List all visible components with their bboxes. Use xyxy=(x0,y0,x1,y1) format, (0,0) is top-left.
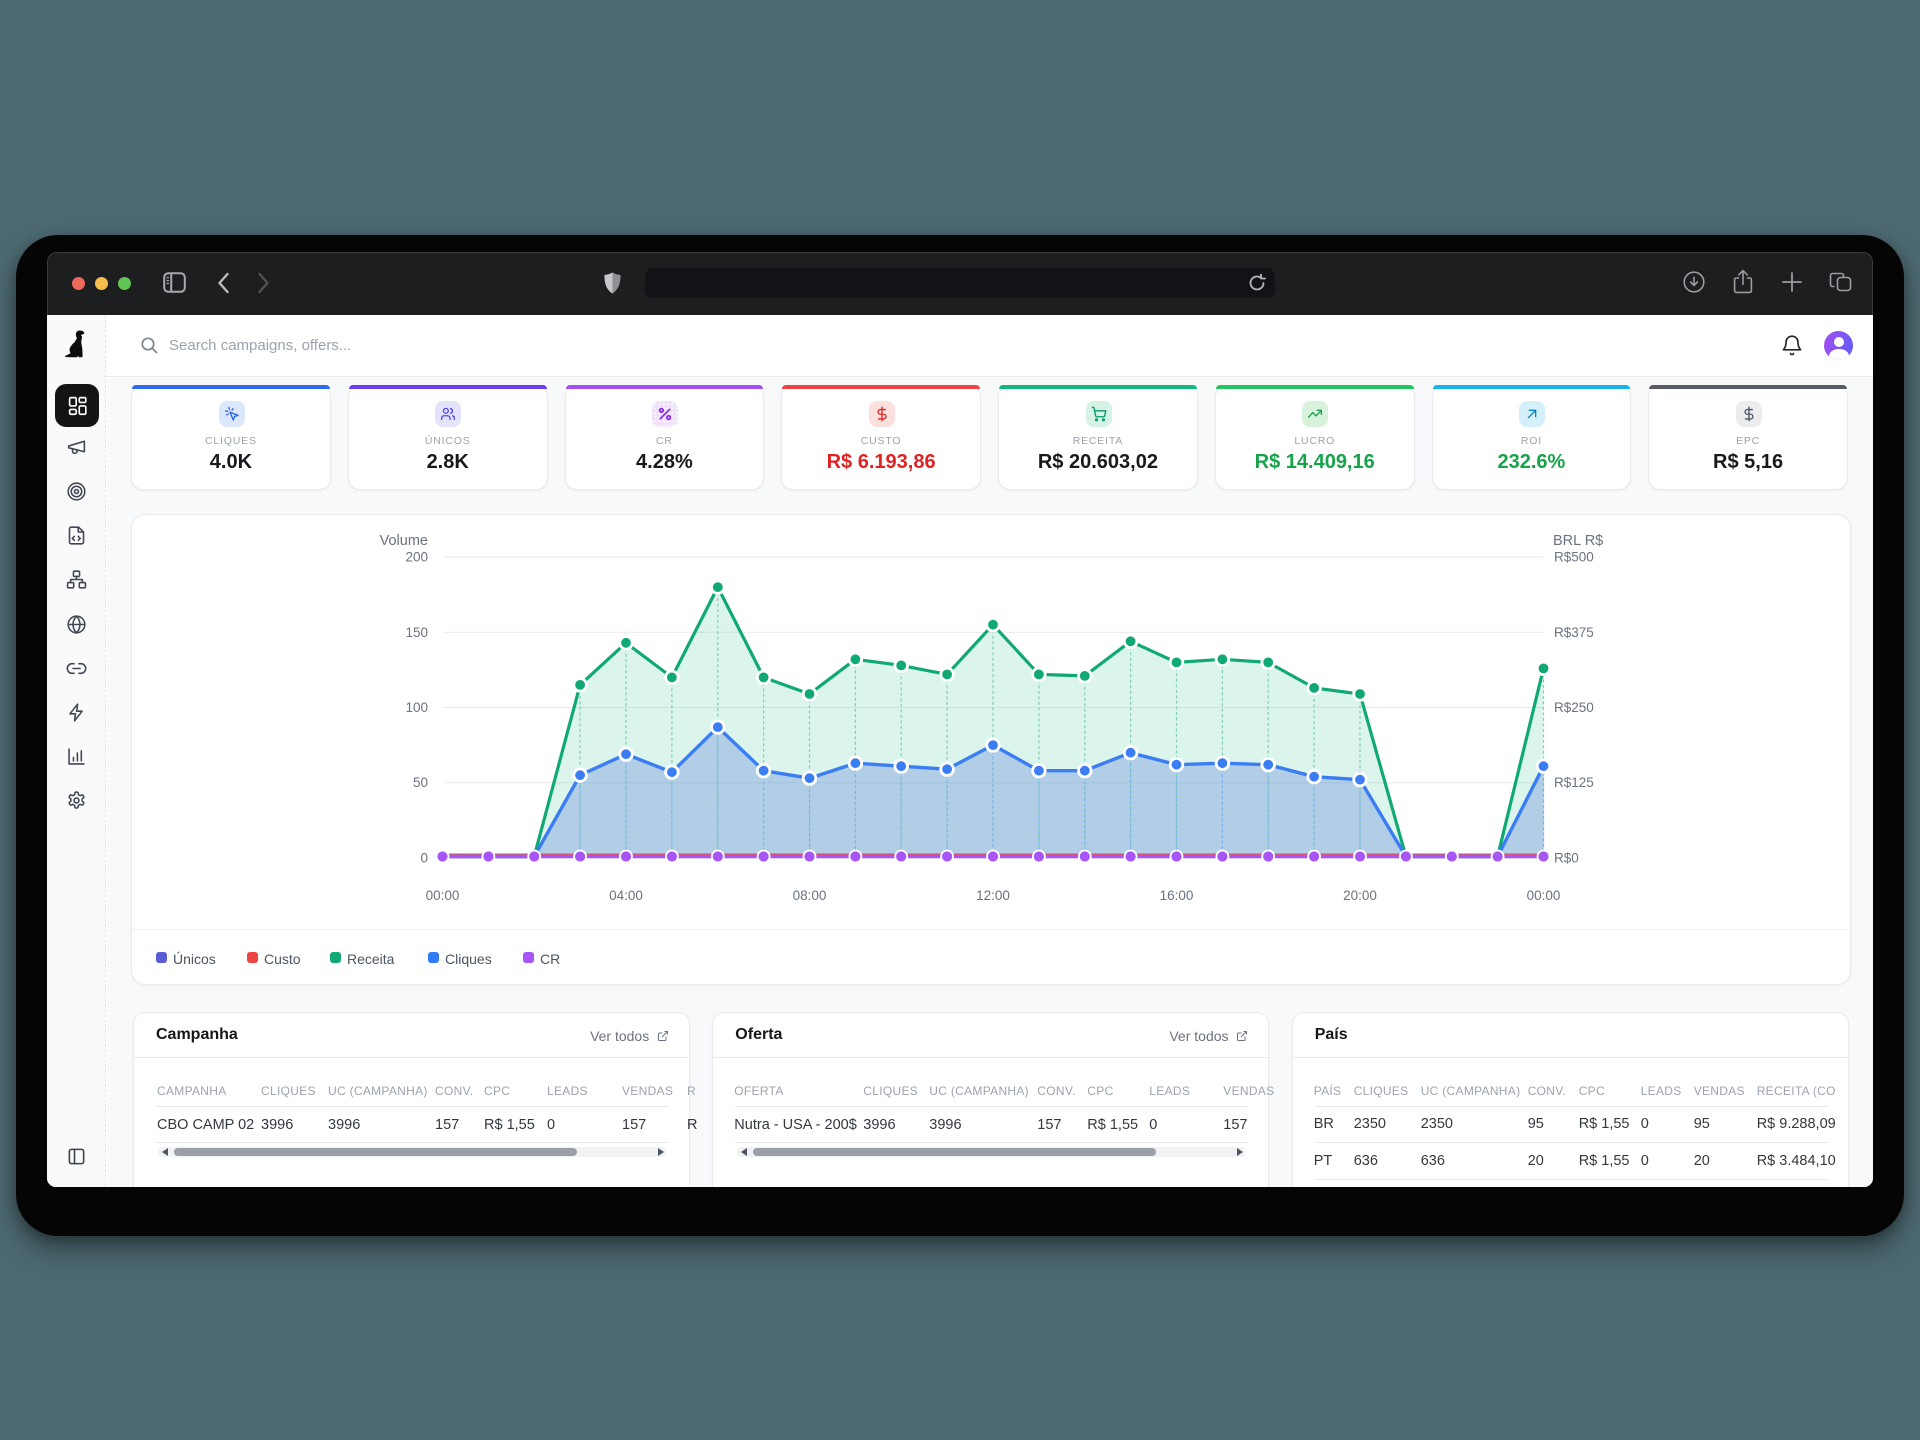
svg-text:R$500: R$500 xyxy=(1554,550,1594,565)
svg-text:R$0: R$0 xyxy=(1554,851,1579,866)
svg-text:08:00: 08:00 xyxy=(793,888,827,903)
svg-text:16:00: 16:00 xyxy=(1160,888,1194,903)
svg-text:00:00: 00:00 xyxy=(1527,888,1561,903)
svg-text:04:00: 04:00 xyxy=(609,888,643,903)
svg-text:200: 200 xyxy=(405,550,428,565)
svg-text:R$375: R$375 xyxy=(1554,625,1594,640)
svg-text:12:00: 12:00 xyxy=(976,888,1010,903)
svg-text:00:00: 00:00 xyxy=(426,888,460,903)
svg-text:50: 50 xyxy=(413,775,428,790)
svg-text:R$125: R$125 xyxy=(1554,775,1594,790)
svg-text:100: 100 xyxy=(405,700,428,715)
svg-text:150: 150 xyxy=(405,625,428,640)
svg-text:Volume: Volume xyxy=(380,533,428,549)
svg-text:0: 0 xyxy=(420,851,428,866)
svg-text:20:00: 20:00 xyxy=(1343,888,1377,903)
svg-text:BRL R$: BRL R$ xyxy=(1553,533,1603,549)
svg-text:R$250: R$250 xyxy=(1554,700,1594,715)
